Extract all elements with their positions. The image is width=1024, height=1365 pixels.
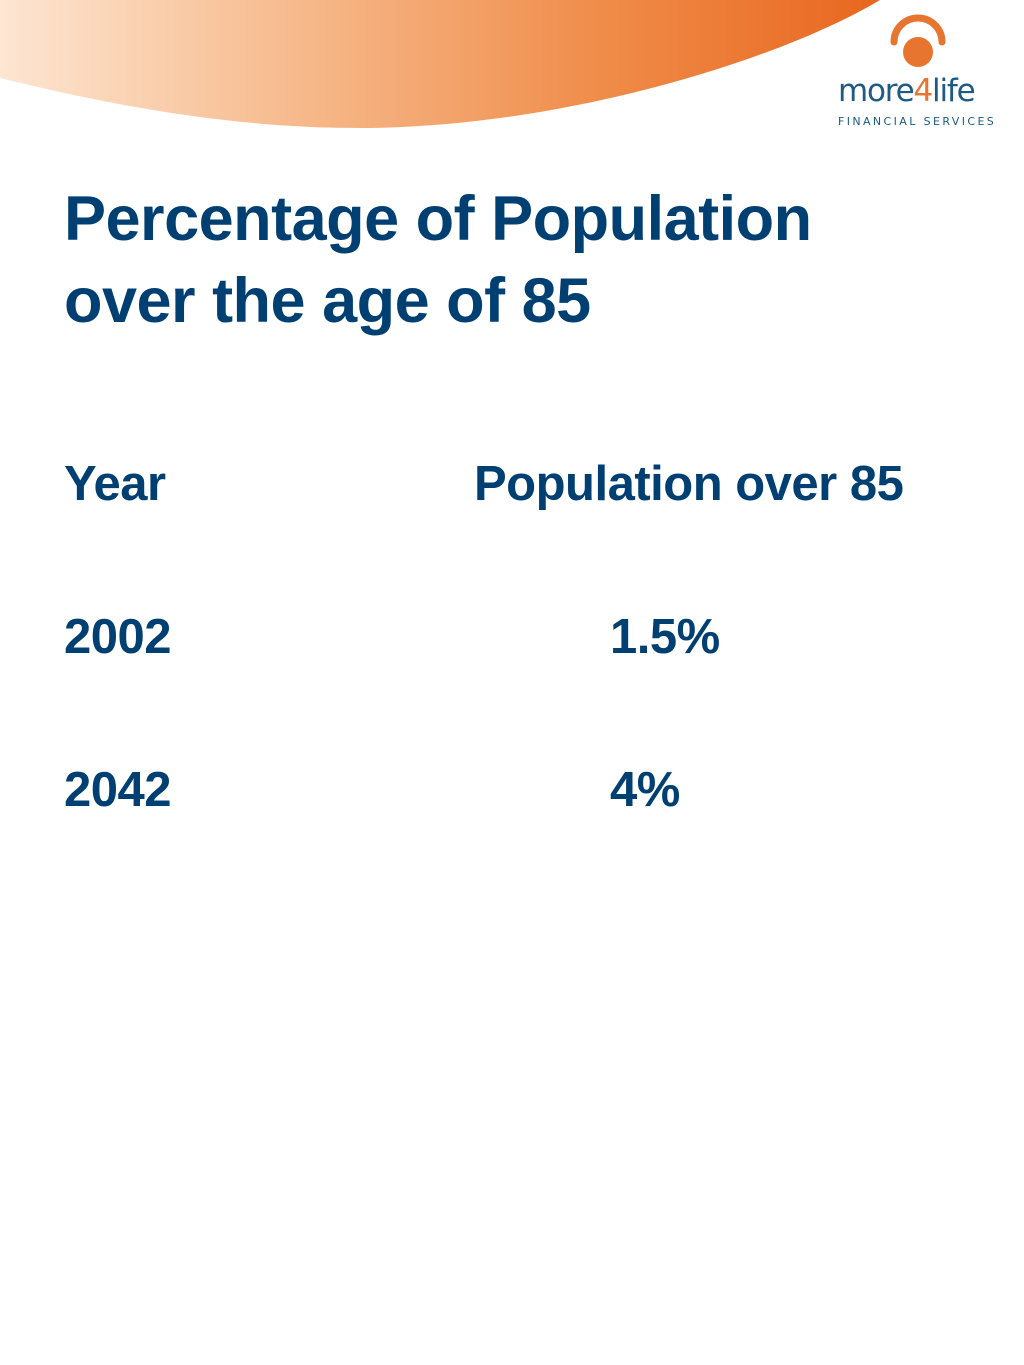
table-row-year: 2002 (64, 610, 172, 664)
sun-ring-icon (890, 14, 946, 67)
page-title-line-1: Percentage of Population (64, 184, 812, 254)
header-swoosh (0, 0, 880, 128)
logo-wordmark: more4life (838, 73, 976, 109)
table-row-year: 2042 (64, 763, 172, 817)
table-row-population: 4% (610, 763, 680, 817)
table-row-population: 1.5% (610, 610, 720, 664)
year-column-header: Year (64, 457, 166, 511)
population-column-header: Population over 85 (474, 457, 904, 511)
company-logo: more4life FINANCIAL SERVICES (836, 12, 1006, 132)
page-title-line-2: over the age of 85 (64, 266, 591, 336)
page-title: Percentage of Population over the age of… (64, 178, 964, 342)
logo-tagline: FINANCIAL SERVICES (838, 115, 997, 128)
